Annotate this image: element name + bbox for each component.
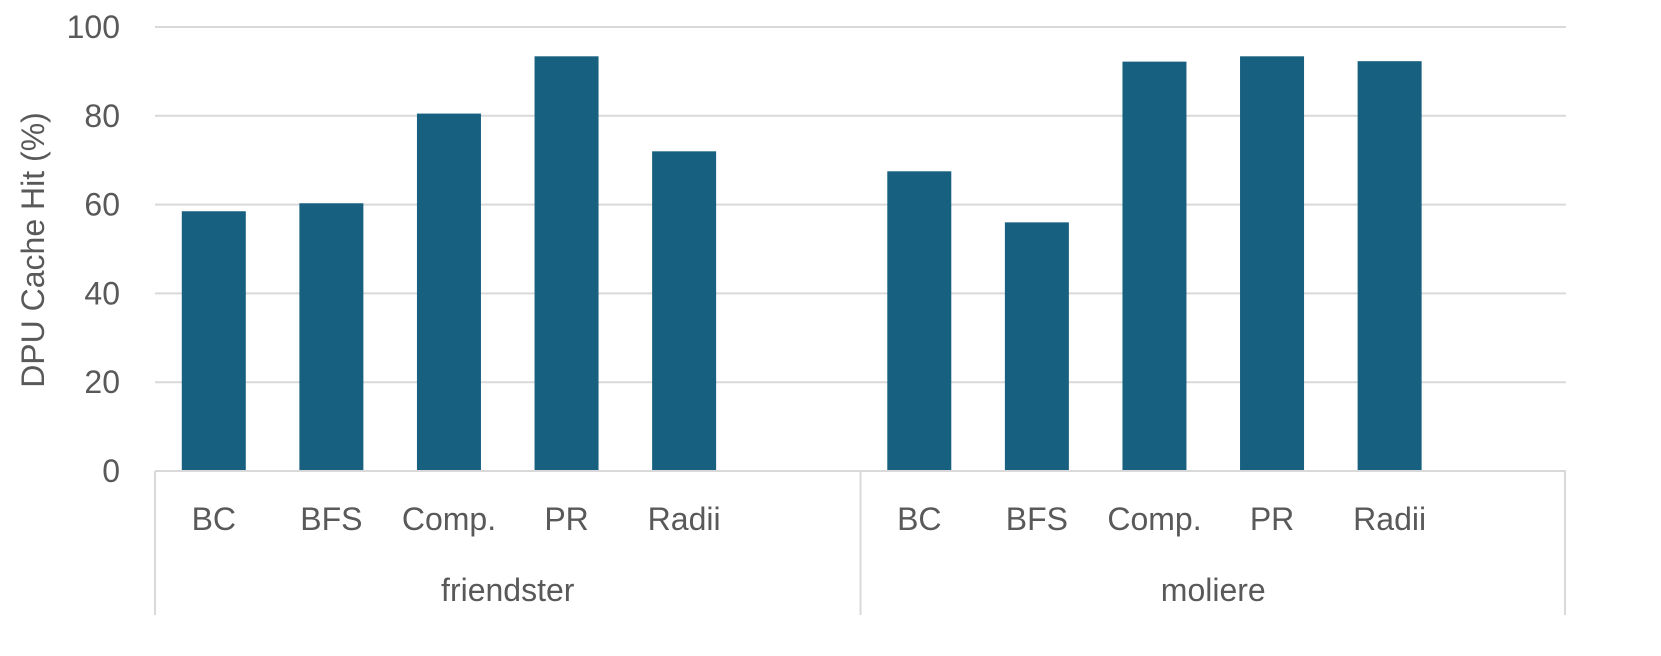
x-category-label: BC <box>897 501 941 537</box>
y-tick-label: 60 <box>84 187 120 223</box>
y-axis-title: DPU Cache Hit (%) <box>15 112 51 388</box>
x-category-label: BFS <box>300 501 362 537</box>
bar-moliere-bfs <box>1004 222 1069 471</box>
y-tick-label: 100 <box>67 9 120 45</box>
bar-moliere-comp <box>1122 61 1187 472</box>
bar-friendster-radii <box>652 151 717 471</box>
x-category-label: BC <box>192 501 236 537</box>
axes: 0 20 40 60 80 100 BC BFS Comp. PR Radii friendster B… <box>67 9 1566 615</box>
bar-friendster-bfs <box>299 203 364 471</box>
y-tick-label: 0 <box>102 453 120 489</box>
y-tick-label: 20 <box>84 364 120 400</box>
bar-moliere-radii <box>1357 61 1422 472</box>
x-category-label: Radii <box>648 501 721 537</box>
x-category-label: Radii <box>1353 501 1426 537</box>
bars <box>181 56 1422 472</box>
x-category-label: Comp. <box>402 501 496 537</box>
bar-moliere-pr <box>1240 56 1305 471</box>
bar-friendster-bc <box>181 211 246 471</box>
bar-friendster-pr <box>534 56 599 471</box>
x-category-label: BFS <box>1006 501 1068 537</box>
x-group-label: friendster <box>441 572 575 608</box>
x-group-label: moliere <box>1161 572 1266 608</box>
x-category-label: PR <box>1250 501 1294 537</box>
x-category-label: Comp. <box>1107 501 1201 537</box>
y-tick-label: 40 <box>84 275 120 311</box>
y-tick-label: 80 <box>84 98 120 134</box>
x-category-label: PR <box>544 501 588 537</box>
bar-moliere-bc <box>887 171 952 472</box>
gridlines <box>155 26 1566 384</box>
bar-friendster-comp <box>416 113 481 471</box>
